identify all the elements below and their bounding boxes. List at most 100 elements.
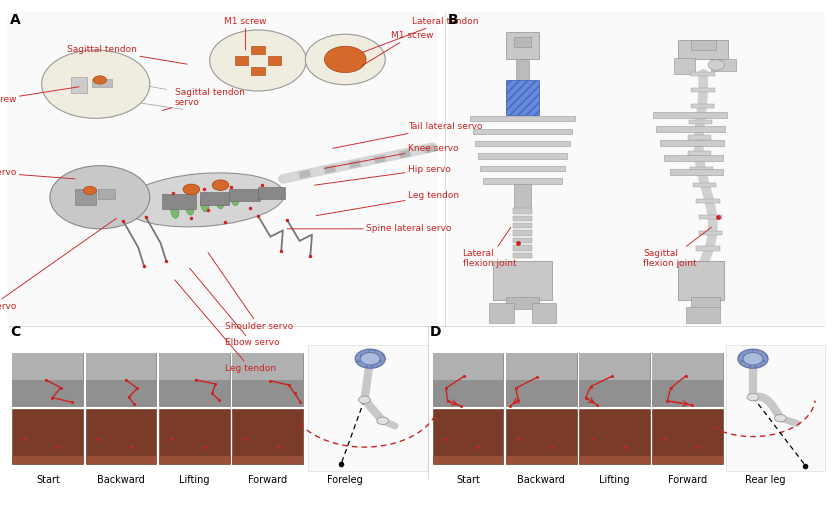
FancyBboxPatch shape <box>514 184 531 210</box>
FancyBboxPatch shape <box>506 353 577 406</box>
FancyBboxPatch shape <box>235 56 248 65</box>
FancyBboxPatch shape <box>516 59 529 80</box>
Circle shape <box>210 30 306 91</box>
FancyBboxPatch shape <box>691 262 715 267</box>
Text: Spine lateral servo: Spine lateral servo <box>287 224 452 234</box>
FancyBboxPatch shape <box>483 178 562 184</box>
FancyBboxPatch shape <box>433 409 503 464</box>
FancyBboxPatch shape <box>665 155 723 160</box>
FancyBboxPatch shape <box>699 215 722 219</box>
FancyBboxPatch shape <box>12 409 83 464</box>
Circle shape <box>747 393 759 401</box>
FancyBboxPatch shape <box>433 353 503 380</box>
Circle shape <box>743 352 763 365</box>
FancyBboxPatch shape <box>711 59 736 71</box>
Text: Lifting: Lifting <box>599 475 630 485</box>
FancyBboxPatch shape <box>513 230 532 236</box>
FancyBboxPatch shape <box>691 104 714 108</box>
Ellipse shape <box>123 173 285 227</box>
FancyBboxPatch shape <box>480 166 565 171</box>
FancyBboxPatch shape <box>489 302 514 323</box>
Circle shape <box>359 396 370 403</box>
FancyBboxPatch shape <box>579 353 650 406</box>
FancyBboxPatch shape <box>159 353 230 406</box>
FancyBboxPatch shape <box>686 307 720 323</box>
Circle shape <box>83 186 97 195</box>
FancyBboxPatch shape <box>660 140 724 146</box>
Circle shape <box>212 180 229 190</box>
Text: Forward: Forward <box>248 475 287 485</box>
FancyBboxPatch shape <box>652 353 723 380</box>
Ellipse shape <box>171 203 179 218</box>
Circle shape <box>305 34 385 85</box>
FancyBboxPatch shape <box>200 192 229 205</box>
FancyBboxPatch shape <box>688 151 711 156</box>
FancyBboxPatch shape <box>652 456 723 464</box>
FancyBboxPatch shape <box>232 456 303 464</box>
Circle shape <box>324 46 366 73</box>
FancyBboxPatch shape <box>693 183 716 187</box>
Text: M1 screw: M1 screw <box>362 31 433 66</box>
FancyBboxPatch shape <box>506 409 577 464</box>
FancyBboxPatch shape <box>513 238 532 243</box>
FancyBboxPatch shape <box>670 169 723 175</box>
Text: M1 screw: M1 screw <box>0 87 79 105</box>
FancyBboxPatch shape <box>652 409 723 464</box>
Text: Leg tendon: Leg tendon <box>175 280 275 373</box>
Text: Lifting: Lifting <box>179 475 210 485</box>
FancyBboxPatch shape <box>86 353 156 380</box>
Text: D: D <box>430 325 442 339</box>
FancyBboxPatch shape <box>470 116 575 122</box>
Text: B: B <box>448 13 458 27</box>
Text: Lateral tendon: Lateral tendon <box>362 16 478 53</box>
FancyBboxPatch shape <box>513 208 532 214</box>
Text: C: C <box>10 325 20 339</box>
Text: Head servo: Head servo <box>0 168 75 179</box>
FancyBboxPatch shape <box>232 353 303 406</box>
FancyBboxPatch shape <box>513 245 532 251</box>
FancyBboxPatch shape <box>258 187 285 199</box>
Text: Foreleg: Foreleg <box>328 475 363 485</box>
Text: Start: Start <box>456 475 480 485</box>
FancyBboxPatch shape <box>696 246 720 251</box>
FancyBboxPatch shape <box>506 297 539 309</box>
FancyBboxPatch shape <box>86 456 156 464</box>
Circle shape <box>50 166 150 229</box>
FancyBboxPatch shape <box>691 297 720 309</box>
FancyBboxPatch shape <box>691 39 716 50</box>
Text: Forward: Forward <box>668 475 707 485</box>
FancyBboxPatch shape <box>92 79 112 87</box>
FancyBboxPatch shape <box>699 230 722 235</box>
Circle shape <box>183 184 200 195</box>
Circle shape <box>93 76 106 84</box>
FancyBboxPatch shape <box>513 216 532 221</box>
FancyBboxPatch shape <box>506 80 539 116</box>
FancyBboxPatch shape <box>12 353 83 406</box>
FancyBboxPatch shape <box>473 128 572 134</box>
FancyBboxPatch shape <box>688 135 711 140</box>
FancyBboxPatch shape <box>691 72 715 76</box>
Circle shape <box>355 349 385 368</box>
FancyBboxPatch shape <box>579 456 650 464</box>
FancyBboxPatch shape <box>514 37 531 47</box>
FancyBboxPatch shape <box>229 189 260 201</box>
Text: Leg tendon: Leg tendon <box>316 191 458 216</box>
Text: Shoulder servo: Shoulder servo <box>208 252 293 331</box>
Circle shape <box>738 349 768 368</box>
FancyBboxPatch shape <box>689 119 712 124</box>
FancyBboxPatch shape <box>159 409 230 464</box>
Text: Sagittal tendon
servo: Sagittal tendon servo <box>162 88 245 110</box>
FancyBboxPatch shape <box>251 46 265 54</box>
FancyBboxPatch shape <box>506 456 577 464</box>
Text: Sagittal tendon: Sagittal tendon <box>67 45 187 64</box>
FancyBboxPatch shape <box>433 456 503 464</box>
FancyBboxPatch shape <box>8 13 437 323</box>
Ellipse shape <box>230 190 239 206</box>
FancyBboxPatch shape <box>162 194 196 209</box>
FancyBboxPatch shape <box>696 199 720 203</box>
FancyBboxPatch shape <box>251 67 265 75</box>
Text: Backward: Backward <box>518 475 565 485</box>
Text: Rear leg: Rear leg <box>745 475 785 485</box>
FancyBboxPatch shape <box>532 302 556 323</box>
Text: Knee servo: Knee servo <box>324 144 458 168</box>
